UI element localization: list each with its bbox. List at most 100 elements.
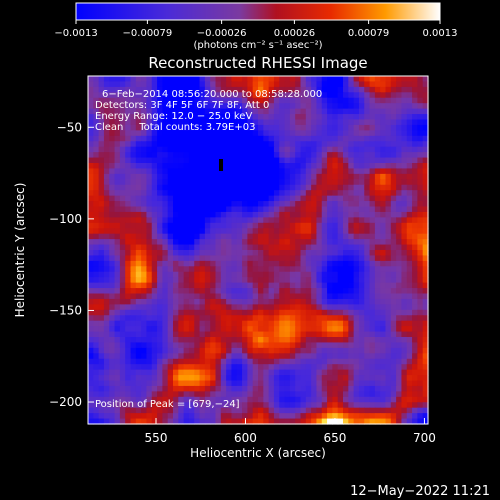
heatmap-cell bbox=[268, 375, 275, 382]
heatmap-cell bbox=[305, 282, 312, 289]
heatmap-cell bbox=[242, 347, 248, 354]
heatmap-cell bbox=[316, 124, 323, 131]
heatmap-cell bbox=[119, 97, 126, 104]
heatmap-cell bbox=[141, 222, 148, 229]
heatmap-cell bbox=[327, 369, 333, 376]
heatmap-cell bbox=[369, 108, 376, 115]
heatmap-cell bbox=[210, 146, 217, 153]
heatmap-cell bbox=[401, 315, 408, 322]
heatmap-cell bbox=[374, 114, 381, 121]
heatmap-cell bbox=[226, 168, 233, 175]
heatmap-cell bbox=[103, 86, 110, 93]
heatmap-cell bbox=[332, 228, 339, 235]
heatmap-cell bbox=[300, 331, 307, 338]
heatmap-cell bbox=[215, 418, 222, 425]
heatmap-cell bbox=[173, 407, 179, 414]
heatmap-cell bbox=[263, 157, 270, 164]
heatmap-cell bbox=[141, 413, 148, 420]
heatmap-cell bbox=[401, 282, 408, 289]
heatmap-cell bbox=[114, 141, 121, 148]
heatmap-cell bbox=[406, 92, 413, 99]
heatmap-cell bbox=[263, 146, 270, 153]
heatmap-cell bbox=[332, 266, 339, 273]
heatmap-cell bbox=[358, 260, 365, 267]
heatmap-cell bbox=[295, 195, 302, 202]
heatmap-cell bbox=[279, 141, 286, 148]
heatmap-cell bbox=[321, 114, 328, 121]
heatmap-cell bbox=[273, 222, 280, 229]
heatmap-cell bbox=[188, 293, 195, 300]
heatmap-cell bbox=[226, 97, 233, 104]
heatmap-cell bbox=[316, 244, 323, 251]
heatmap-cell bbox=[173, 337, 179, 344]
heatmap-cell bbox=[295, 239, 302, 246]
heatmap-cell bbox=[258, 168, 264, 175]
heatmap-cell bbox=[422, 407, 429, 414]
heatmap-cell bbox=[343, 277, 349, 284]
heatmap-cell bbox=[88, 282, 94, 289]
heatmap-cell bbox=[231, 413, 238, 420]
heatmap-cell bbox=[247, 304, 254, 311]
heatmap-cell bbox=[226, 86, 233, 93]
heatmap-cell bbox=[151, 358, 158, 365]
heatmap-cell bbox=[289, 288, 296, 295]
heatmap-cell bbox=[125, 130, 132, 137]
heatmap-cell bbox=[231, 217, 238, 224]
heatmap-cell bbox=[364, 402, 371, 409]
heatmap-cell bbox=[385, 228, 392, 235]
heatmap-cell bbox=[358, 418, 365, 425]
heatmap-cell bbox=[167, 152, 174, 159]
heatmap-cell bbox=[141, 195, 148, 202]
heatmap-cell bbox=[125, 163, 132, 170]
heatmap-cell bbox=[401, 418, 408, 425]
heatmap-cell bbox=[273, 380, 280, 387]
heatmap-cell bbox=[311, 282, 318, 289]
heatmap-cell bbox=[88, 233, 94, 240]
heatmap-cell bbox=[273, 413, 280, 420]
heatmap-cell bbox=[412, 402, 418, 409]
heatmap-cell bbox=[422, 293, 429, 300]
heatmap-cell bbox=[406, 244, 413, 251]
heatmap-cell bbox=[252, 195, 259, 202]
heatmap-cell bbox=[406, 206, 413, 213]
heatmap-cell bbox=[204, 402, 211, 409]
heatmap-cell bbox=[289, 239, 296, 246]
heatmap-cell bbox=[247, 342, 254, 349]
heatmap-cell bbox=[157, 288, 163, 295]
heatmap-cell bbox=[316, 233, 323, 240]
heatmap-cell bbox=[258, 130, 264, 137]
heatmap-cell bbox=[247, 228, 254, 235]
heatmap-cell bbox=[279, 92, 286, 99]
heatmap-cell bbox=[242, 407, 248, 414]
heatmap-cell bbox=[114, 135, 121, 142]
heatmap-cell bbox=[114, 211, 121, 218]
heatmap-cell bbox=[215, 266, 222, 273]
heatmap-cell bbox=[114, 298, 121, 305]
heatmap-cell bbox=[417, 288, 424, 295]
heatmap-cell bbox=[343, 130, 349, 137]
heatmap-cell bbox=[141, 358, 148, 365]
heatmap-cell bbox=[135, 277, 142, 284]
heatmap-cell bbox=[109, 288, 116, 295]
heatmap-cell bbox=[98, 217, 105, 224]
heatmap-cell bbox=[210, 81, 217, 88]
heatmap-cell bbox=[157, 217, 163, 224]
heatmap-cell bbox=[358, 86, 365, 93]
heatmap-cell bbox=[167, 222, 174, 229]
heatmap-cell bbox=[343, 288, 349, 295]
heatmap-cell bbox=[199, 277, 206, 284]
heatmap-cell bbox=[279, 173, 286, 180]
heatmap-cell bbox=[263, 309, 270, 316]
heatmap-cell bbox=[252, 260, 259, 267]
heatmap-cell bbox=[417, 260, 424, 267]
heatmap-cell bbox=[162, 255, 169, 262]
heatmap-cell bbox=[226, 103, 233, 110]
heatmap-cell bbox=[412, 244, 418, 251]
heatmap-cell bbox=[157, 86, 163, 93]
heatmap-cell bbox=[162, 342, 169, 349]
heatmap-cell bbox=[273, 304, 280, 311]
heatmap-cell bbox=[252, 413, 259, 420]
heatmap-cell bbox=[348, 157, 355, 164]
heatmap-cell bbox=[412, 173, 418, 180]
heatmap-cell bbox=[210, 217, 217, 224]
